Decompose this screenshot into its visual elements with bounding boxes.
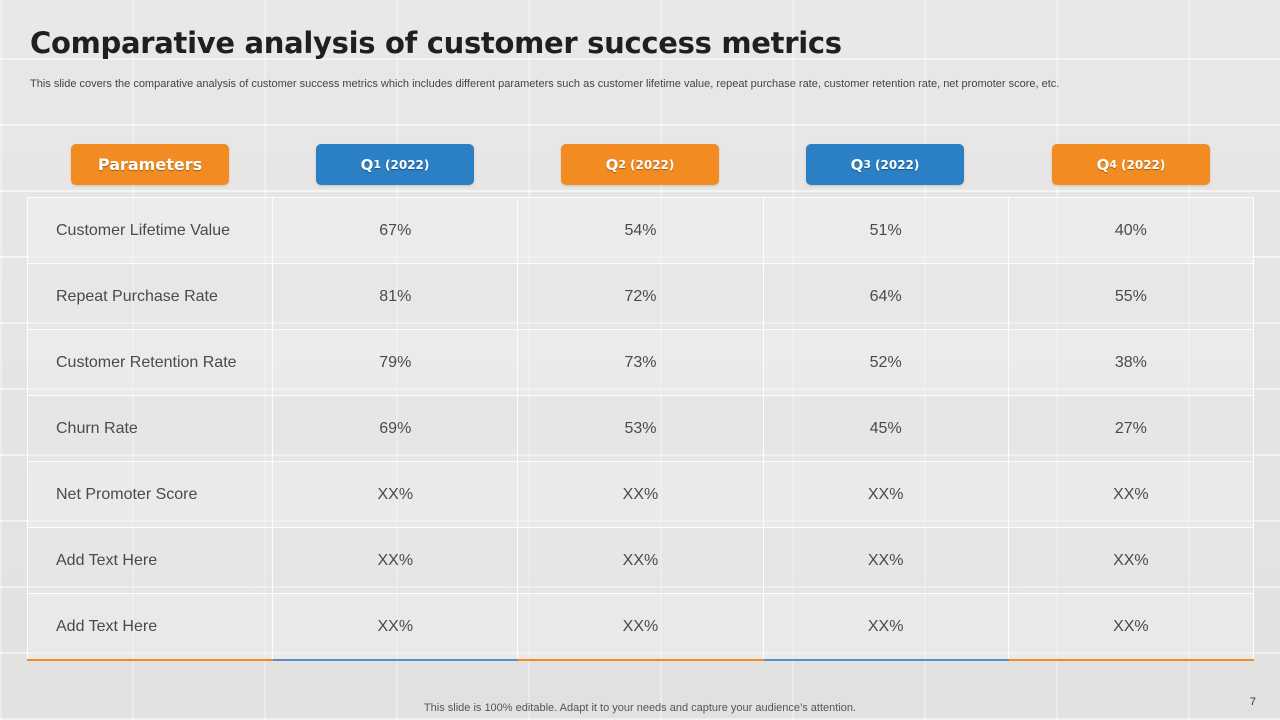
header-q1: Q 1 (2022) xyxy=(316,144,474,185)
cell-q3: 45% xyxy=(762,395,1009,463)
footer-note: This slide is 100% editable. Adapt it to… xyxy=(423,702,857,714)
header-q4-year: (2022) xyxy=(1121,157,1166,172)
cell-q3: 52% xyxy=(762,329,1009,397)
header-q3-letter: Q xyxy=(850,155,864,174)
cell-q2: XX% xyxy=(517,593,764,662)
header-q1-letter: Q xyxy=(360,155,374,174)
header-q4-number: 4 xyxy=(1109,158,1118,171)
cell-q3: XX% xyxy=(762,527,1009,595)
cell-q1: XX% xyxy=(272,593,519,662)
table-row: Repeat Purchase Rate 81% 72% 64% 55% xyxy=(26,263,1255,331)
cell-q4: 27% xyxy=(1007,395,1255,463)
cell-q1: 69% xyxy=(272,395,519,463)
cell-q4: 40% xyxy=(1007,196,1255,265)
parameter-label: Add Text Here xyxy=(26,527,274,595)
header-q2-year: (2022) xyxy=(630,157,675,172)
page-number: 7 xyxy=(1249,696,1256,708)
cell-q2: 53% xyxy=(517,395,764,463)
cell-q4: XX% xyxy=(1007,527,1255,595)
cell-q1: 81% xyxy=(272,263,519,331)
table-row: Customer Lifetime Value 67% 54% 51% 40% xyxy=(26,196,1255,265)
slide-title: Comparative analysis of customer success… xyxy=(30,26,842,60)
cell-q3: XX% xyxy=(762,461,1009,529)
cell-q1: 79% xyxy=(272,329,519,397)
header-q4: Q 4 (2022) xyxy=(1052,144,1210,185)
cell-q2: 72% xyxy=(517,263,764,331)
cell-q4: 38% xyxy=(1007,329,1255,397)
header-q2: Q 2 (2022) xyxy=(561,144,719,185)
cell-q1: XX% xyxy=(272,461,519,529)
cell-q1: 67% xyxy=(272,196,519,265)
parameter-label: Net Promoter Score xyxy=(26,461,274,529)
cell-q4: XX% xyxy=(1007,461,1255,529)
cell-q2: XX% xyxy=(517,461,764,529)
cell-q2: XX% xyxy=(517,527,764,595)
table-row: Add Text Here XX% XX% XX% XX% xyxy=(26,527,1255,595)
cell-q3: 64% xyxy=(762,263,1009,331)
cell-q3: XX% xyxy=(762,593,1009,662)
header-q2-number: 2 xyxy=(618,158,627,171)
parameter-label: Customer Lifetime Value xyxy=(26,196,274,265)
cell-q1: XX% xyxy=(272,527,519,595)
cell-q2: 54% xyxy=(517,196,764,265)
parameter-label: Repeat Purchase Rate xyxy=(26,263,274,331)
table-row: Net Promoter Score XX% XX% XX% XX% xyxy=(26,461,1255,529)
header-q3-number: 3 xyxy=(863,158,872,171)
header-q4-letter: Q xyxy=(1096,155,1110,174)
header-q2-letter: Q xyxy=(605,155,619,174)
cell-q4: XX% xyxy=(1007,593,1255,662)
parameter-label: Churn Rate xyxy=(26,395,274,463)
header-q1-number: 1 xyxy=(373,158,382,171)
cell-q4: 55% xyxy=(1007,263,1255,331)
header-q3: Q 3 (2022) xyxy=(806,144,964,185)
cell-q2: 73% xyxy=(517,329,764,397)
slide-subtitle: This slide covers the comparative analys… xyxy=(30,78,1060,90)
header-q3-year: (2022) xyxy=(875,157,920,172)
table-row: Churn Rate 69% 53% 45% 27% xyxy=(26,395,1255,463)
metrics-table: Customer Lifetime Value 67% 54% 51% 40% Repea… xyxy=(26,196,1255,662)
cell-q3: 51% xyxy=(762,196,1009,265)
header-parameters: Parameters xyxy=(71,144,229,185)
table-row: Add Text Here XX% XX% XX% XX% xyxy=(26,593,1255,662)
header-parameters-label: Parameters xyxy=(97,155,203,174)
header-q1-year: (2022) xyxy=(385,157,430,172)
table-row: Customer Retention Rate 79% 73% 52% 38% xyxy=(26,329,1255,397)
parameter-label: Customer Retention Rate xyxy=(26,329,274,397)
parameter-label: Add Text Here xyxy=(26,593,274,662)
